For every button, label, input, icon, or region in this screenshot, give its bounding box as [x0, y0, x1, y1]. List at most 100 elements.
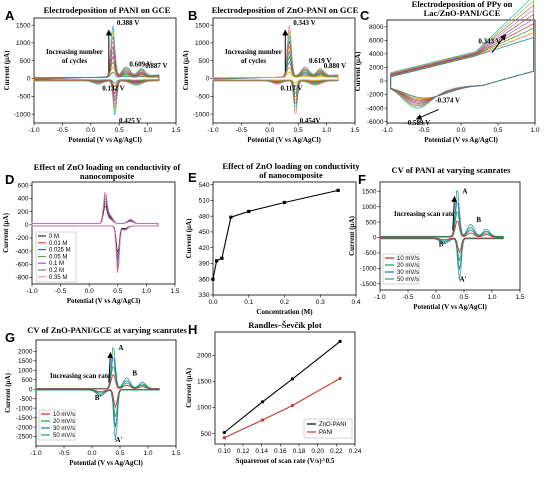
- x-tick-label: 1.0: [487, 294, 496, 301]
- y-tick-label: 330: [199, 292, 210, 299]
- y-tick-label: -4000: [367, 105, 384, 112]
- x-tick-label: 0.5: [113, 288, 122, 295]
- x-tick-label: -1.0: [207, 127, 219, 134]
- y-tick-label: 400: [18, 196, 29, 203]
- legend-item: 0.1 M: [49, 261, 64, 267]
- legend-item: 30 mV/s: [53, 426, 75, 432]
- x-tick-label: 0.3: [316, 299, 325, 306]
- plot-frame: [212, 17, 356, 124]
- chart-title-line: nanocomposite: [80, 171, 135, 181]
- data-point: [290, 403, 295, 408]
- peak-label: 0.388 V: [117, 19, 139, 27]
- plot-frame: [35, 339, 177, 447]
- y-tick-label: 1000: [18, 367, 33, 374]
- y-tick-label: -200: [15, 235, 28, 242]
- chart-title: Effect of ZnO loading on conductivity of …: [222, 161, 360, 180]
- x-tick-label: -1.0: [30, 450, 42, 457]
- cv-cycle-9: [212, 30, 339, 111]
- peak-label: A: [462, 188, 467, 196]
- y-tick-label: 2000: [18, 349, 33, 356]
- chart-title: Electrodeposition of PPy on Lac/ZnO-PANI/…: [412, 0, 513, 18]
- x-tick-label: 1.0: [530, 127, 539, 134]
- chart-title: Electrodeposition of PANI on GCE: [44, 5, 171, 15]
- x-tick-label: 0.0: [431, 294, 440, 301]
- y-tick-label: 6000: [369, 38, 384, 45]
- y-tick-label: 420: [199, 245, 210, 252]
- x-tick-label: 0.14: [255, 448, 268, 455]
- legend-item: 0.05 M: [49, 254, 67, 260]
- y-tick-label: 200: [18, 209, 29, 216]
- plot-frame: [212, 181, 357, 296]
- data-point: [214, 259, 219, 263]
- peak-label: 0.619 V: [309, 57, 331, 65]
- peak-label: A: [118, 344, 123, 352]
- peak-label: B: [132, 370, 137, 378]
- x-tick-label: 1.5: [350, 127, 359, 134]
- x-tick-label: 0.5: [115, 127, 124, 134]
- cv-cycle-4: [390, 23, 534, 102]
- data-point: [229, 215, 233, 219]
- y-tick-label: 0: [27, 76, 31, 83]
- y-tick-label: 4000: [369, 51, 384, 58]
- legend-item: 10 mV/s: [397, 256, 419, 262]
- x-tick-label: 0.12: [237, 448, 250, 455]
- x-tick-label: 0.5: [493, 127, 502, 134]
- peak-label: A': [460, 275, 467, 283]
- peak-label: 0.887 V: [145, 62, 167, 70]
- peak-label: 0.343 V: [478, 38, 500, 46]
- peak-label: B': [439, 241, 446, 249]
- chart-title: Electrodeposition of ZnO-PANI on GCE: [212, 5, 359, 15]
- data-point: [261, 400, 265, 404]
- panel-letter: F: [358, 172, 366, 187]
- plot-frame: [33, 17, 177, 124]
- chart-title-line: Effect of ZnO loading on conductivity: [222, 161, 360, 171]
- cv-cycle-10: [33, 25, 160, 116]
- y-tick-label: 500: [199, 58, 210, 65]
- cv-cycle-1: [212, 71, 339, 84]
- x-tick-label: 0.18: [293, 448, 306, 455]
- y-axis-label: Current (μA): [2, 212, 10, 252]
- y-tick-label: 0: [29, 386, 33, 393]
- x-tick-label: 0.5: [115, 450, 124, 457]
- y-tick-label: 500: [201, 431, 212, 438]
- y-axis-label: Current (μA): [3, 50, 11, 90]
- y-tick-label: -1000: [360, 266, 377, 273]
- y-tick-label: -1000: [193, 111, 210, 118]
- data-point: [222, 436, 226, 440]
- x-tick-label: 0.10: [218, 448, 231, 455]
- series-line-0: [223, 340, 341, 433]
- x-tick-label: 1.0: [322, 127, 331, 134]
- x-axis-label: Squareroot of scan rate (V/s)^0.5: [236, 457, 335, 465]
- x-tick-label: 1.0: [143, 127, 152, 134]
- y-axis-label: Current (μA): [185, 218, 193, 258]
- y-tick-label: -500: [363, 250, 376, 257]
- y-tick-label: 8000: [369, 24, 384, 31]
- y-tick-label: 500: [22, 377, 33, 384]
- cv-loading-6: [31, 192, 159, 273]
- y-tick-label: 1500: [362, 188, 377, 195]
- x-tick-label: -0.5: [55, 288, 67, 295]
- series-line: [212, 189, 339, 280]
- peak-label: 0.880 V: [324, 62, 346, 70]
- legend-item: ZnO-PANI: [319, 422, 347, 428]
- peak-label: 0.132 V: [102, 84, 124, 92]
- y-axis-label: Current (μA): [4, 372, 12, 412]
- legend-item: 50 mV/s: [53, 433, 75, 439]
- peak-label: -0.374 V: [435, 96, 460, 104]
- legend-item: 0.35 M: [49, 275, 67, 281]
- legend-item: 30 mV/s: [397, 270, 419, 276]
- peak-label: -0.589 V: [405, 119, 430, 127]
- peak-label: B: [476, 216, 481, 224]
- y-tick-label: -1500: [16, 415, 33, 422]
- increase-arrow: [451, 195, 458, 231]
- x-tick-label: 0.0: [208, 299, 217, 306]
- x-tick-label: 1.5: [170, 288, 179, 295]
- x-axis-label: Concentration (M): [256, 308, 313, 316]
- series-line-1: [224, 377, 341, 439]
- x-tick-label: 0.2: [280, 299, 289, 306]
- cv-cycle-9: [33, 30, 160, 112]
- y-tick-label: -2000: [367, 92, 384, 99]
- x-axis-label: Potential (V vs Ag/AgCl): [424, 136, 498, 144]
- y-tick-label: -1500: [360, 281, 377, 288]
